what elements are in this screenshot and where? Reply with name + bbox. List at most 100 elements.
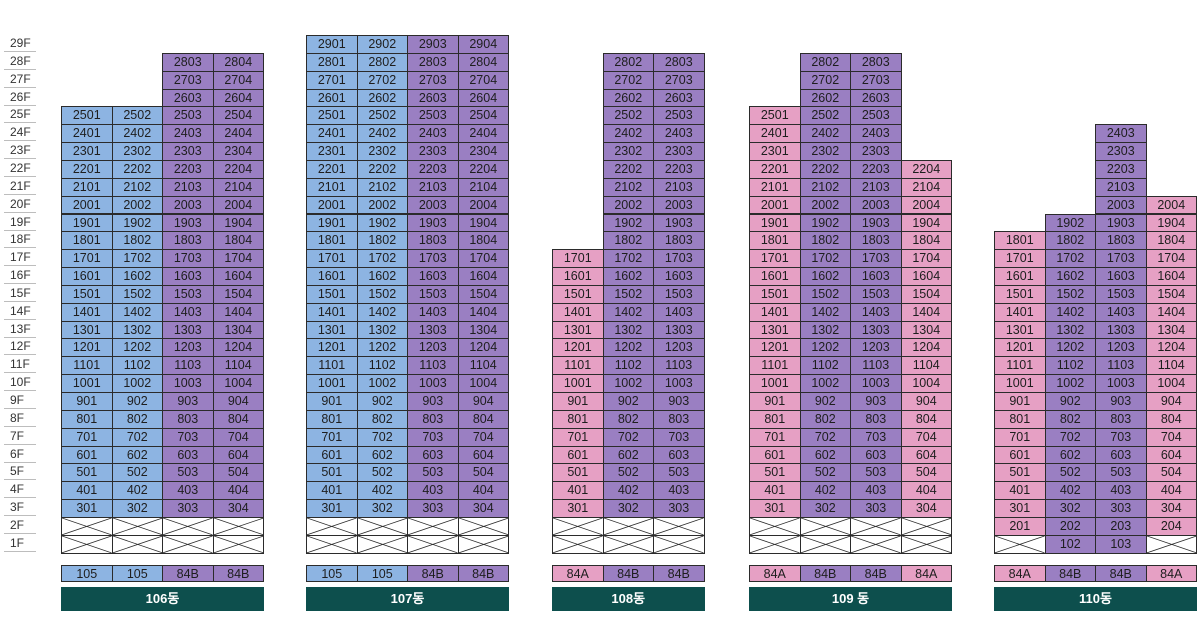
unit-cell: 1103 (407, 356, 459, 376)
unit-cell: 1202 (356, 338, 408, 358)
unit-cell: 1703 (1095, 249, 1147, 269)
unit-cell: 2704 (212, 70, 264, 90)
floor-label: 8F (4, 410, 36, 427)
unit-cell: 1202 (602, 338, 654, 358)
unit-cell: 904 (212, 392, 264, 411)
unit-cell: 2002 (111, 195, 163, 215)
unit-cell: 702 (111, 427, 163, 447)
unit-cell: 601 (306, 445, 358, 465)
unit-cell: 2703 (162, 70, 214, 90)
unit-cell: 1902 (111, 213, 163, 233)
unit-cell: 1104 (212, 356, 264, 376)
unit-cell: 704 (457, 427, 509, 447)
unit-cell: 1503 (653, 284, 705, 304)
unit-cell: 2403 (1095, 124, 1147, 144)
unit-cell: 302 (602, 499, 654, 518)
unit-cell: 1504 (457, 284, 509, 304)
unit-cell: 501 (749, 463, 801, 483)
unit-cell: 2603 (407, 88, 459, 108)
unit-cell: 902 (799, 392, 851, 411)
unit-cell: 301 (552, 499, 604, 518)
unit-cell: 1901 (61, 213, 113, 233)
unit-cell: 2304 (457, 142, 509, 161)
unit-cell: 503 (162, 463, 214, 483)
unit-cell: 403 (653, 481, 705, 501)
no-unit-cross-icon (602, 534, 654, 554)
floor-label: 4F (4, 481, 36, 499)
unit-cell: 1102 (602, 356, 654, 376)
unit-cell: 501 (552, 463, 604, 483)
no-unit-cross-icon (994, 534, 1046, 554)
unit-cell: 1701 (552, 249, 604, 269)
unit-cell: 1802 (799, 231, 851, 251)
no-unit-cross-icon (900, 534, 952, 554)
unit-cell: 1003 (407, 374, 459, 393)
unit-cell: 2402 (799, 124, 851, 144)
unit-cell: 1204 (212, 338, 264, 358)
unit-cell: 1404 (900, 302, 952, 322)
no-unit-cross-icon (61, 534, 113, 554)
unit-cell: 902 (111, 392, 163, 411)
unit-cell: 401 (306, 481, 358, 501)
unit-cell: 2104 (212, 177, 264, 197)
unit-cell: 2201 (306, 159, 358, 179)
unit-cell: 2002 (602, 195, 654, 215)
unit-cell: 502 (602, 463, 654, 483)
unit-cell: 2102 (111, 177, 163, 197)
unit-cell: 1804 (1145, 231, 1197, 251)
no-unit-cross-icon (799, 534, 851, 554)
unit-cell: 2702 (356, 70, 408, 90)
unit-type-label: 84B (1095, 565, 1147, 582)
unit-cell: 202 (1044, 516, 1096, 536)
unit-cell: 901 (552, 392, 604, 411)
unit-cell: 1203 (407, 338, 459, 358)
unit-cell: 1404 (457, 302, 509, 322)
unit-cell: 402 (799, 481, 851, 501)
unit-cell: 1204 (457, 338, 509, 358)
unit-cell: 2202 (799, 159, 851, 179)
unit-cell: 601 (994, 445, 1046, 465)
unit-cell: 1802 (1044, 231, 1096, 251)
unit-cell: 1101 (994, 356, 1046, 376)
unit-cell: 1302 (1044, 320, 1096, 340)
unit-cell: 2203 (1095, 159, 1147, 179)
unit-cell: 2604 (457, 88, 509, 108)
unit-cell: 1103 (653, 356, 705, 376)
unit-cell: 2103 (653, 177, 705, 197)
unit-cell: 401 (749, 481, 801, 501)
unit-cell: 2601 (306, 88, 358, 108)
unit-cell: 1402 (111, 302, 163, 322)
unit-cell: 2602 (799, 88, 851, 108)
unit-cell: 2401 (306, 124, 358, 144)
floor-label: 18F (4, 231, 36, 249)
unit-cell: 1004 (900, 374, 952, 393)
unit-cell: 1602 (602, 267, 654, 286)
unit-type-label: 84A (900, 565, 952, 582)
floor-label: 12F (4, 338, 36, 356)
floor-label: 27F (4, 71, 36, 88)
no-unit-cross-icon (212, 534, 264, 554)
unit-type-label: 105 (61, 565, 113, 582)
unit-cell: 1003 (850, 374, 902, 393)
unit-cell: 1801 (994, 231, 1046, 251)
unit-cell: 403 (1095, 481, 1147, 501)
unit-cell: 1904 (457, 213, 509, 233)
unit-cell: 2403 (162, 124, 214, 144)
unit-cell: 103 (1095, 534, 1147, 554)
unit-cell: 2803 (407, 52, 459, 72)
unit-cell: 1903 (162, 213, 214, 233)
unit-cell: 704 (212, 427, 264, 447)
unit-cell: 1002 (602, 374, 654, 393)
no-unit-cross-icon (457, 534, 509, 554)
unit-cell: 1402 (799, 302, 851, 322)
unit-cell: 602 (799, 445, 851, 465)
unit-cell: 1301 (61, 320, 113, 340)
unit-cell: 701 (994, 427, 1046, 447)
unit-cell: 901 (994, 392, 1046, 411)
unit-cell: 1903 (1095, 213, 1147, 233)
unit-cell: 1202 (1044, 338, 1096, 358)
unit-cell: 2903 (407, 35, 459, 54)
unit-cell: 804 (212, 409, 264, 429)
no-unit-cross-icon (653, 516, 705, 536)
unit-cell: 501 (994, 463, 1046, 483)
